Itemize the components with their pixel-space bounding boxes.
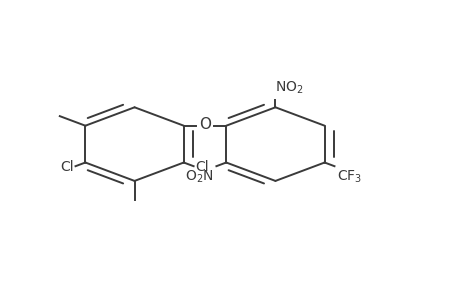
- Text: Cl: Cl: [61, 160, 74, 174]
- Text: Cl: Cl: [195, 160, 209, 174]
- Text: CF$_3$: CF$_3$: [336, 169, 361, 185]
- Text: O$_2$N: O$_2$N: [185, 169, 214, 185]
- Text: O: O: [199, 117, 211, 132]
- Text: NO$_2$: NO$_2$: [275, 80, 303, 96]
